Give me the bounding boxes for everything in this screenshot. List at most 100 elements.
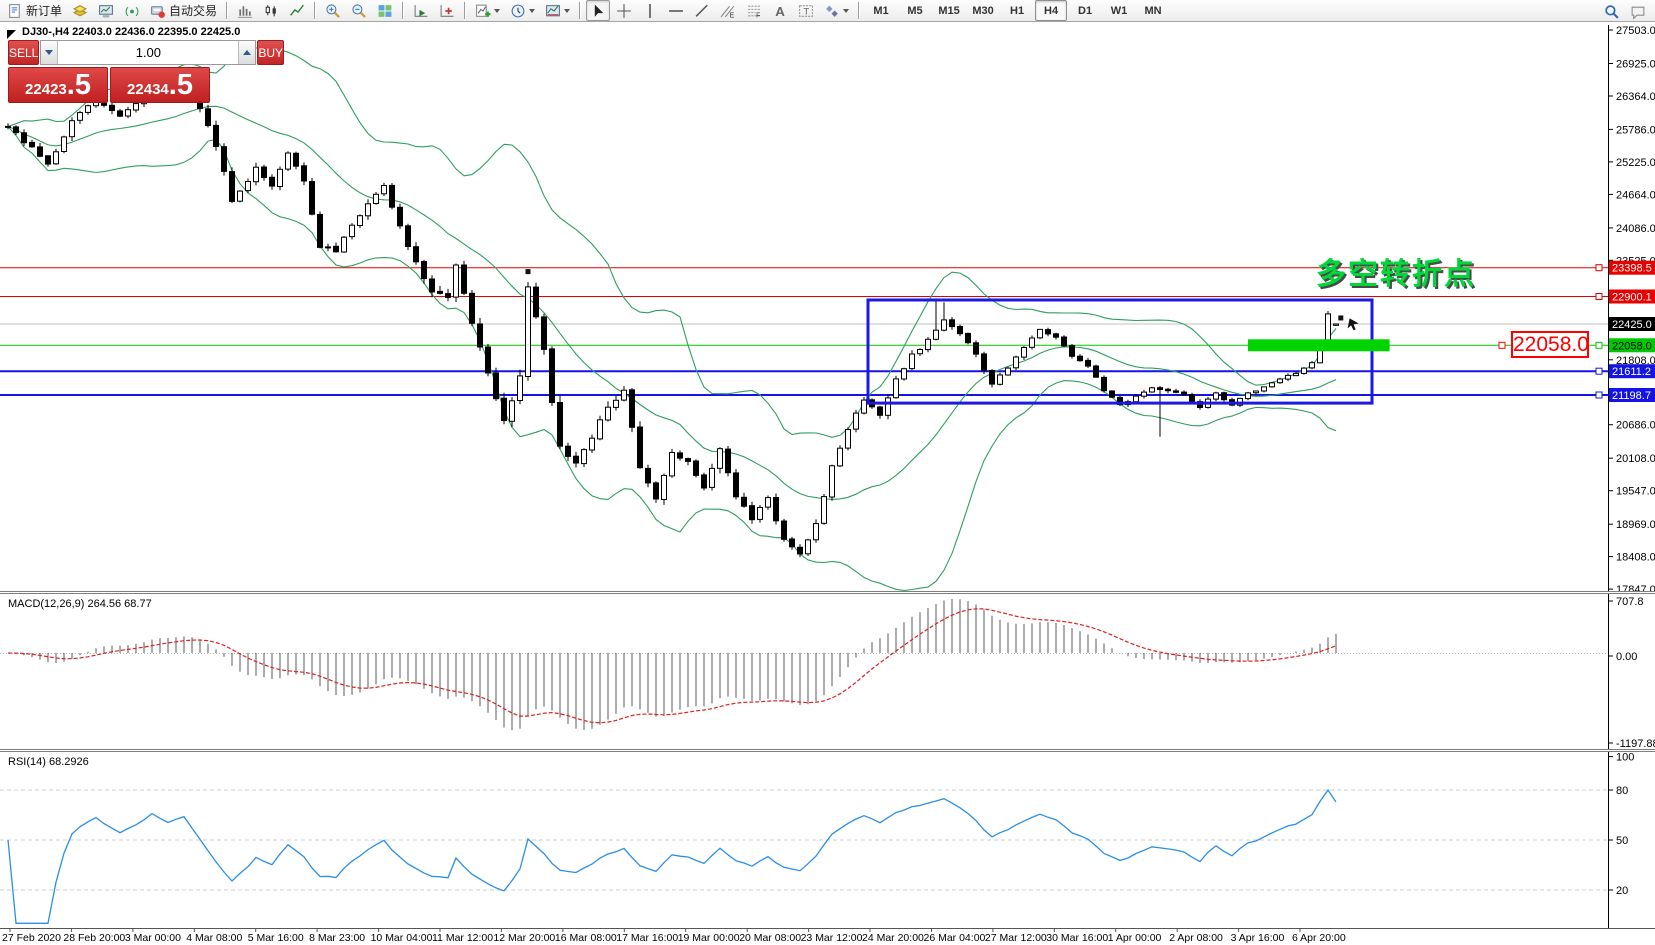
- svg-text:24086.0: 24086.0: [1616, 223, 1655, 235]
- zoom-in-button[interactable]: [321, 0, 345, 21]
- svg-text:2 Apr 08:00: 2 Apr 08:00: [1169, 932, 1223, 944]
- buy-price-main: 22434: [127, 81, 169, 98]
- new-order-button[interactable]: 新订单: [3, 0, 66, 21]
- line-chart-button[interactable]: [285, 0, 309, 21]
- chat-icon: [1631, 6, 1645, 20]
- bull-bear-turning-point-annotation[interactable]: 多空转折点: [1316, 258, 1476, 291]
- chevron-down-icon[interactable]: [494, 8, 501, 13]
- vertical-line-button[interactable]: [638, 0, 662, 21]
- svg-text:21808.0: 21808.0: [1616, 355, 1655, 367]
- trendline-icon: [695, 4, 708, 17]
- volume-increase-button[interactable]: [238, 41, 256, 64]
- autotrade-button[interactable]: 自动交易: [146, 0, 221, 21]
- timeframe-m1-button[interactable]: M1: [873, 4, 889, 17]
- timeframe-h1-button[interactable]: H1: [1010, 4, 1025, 17]
- equidistant-channel-button[interactable]: E: [716, 0, 740, 21]
- svg-text:24 Mar 20:00: 24 Mar 20:00: [862, 932, 924, 944]
- templates-button[interactable]: [541, 0, 574, 21]
- toolbar-separator: [314, 2, 317, 19]
- cursor-icon: [594, 4, 604, 17]
- auto-scroll-button[interactable]: [409, 0, 433, 21]
- chart-shift-button[interactable]: [435, 0, 459, 21]
- volume-decrease-button[interactable]: [41, 41, 59, 64]
- layers-icon: [73, 4, 87, 16]
- text-a-icon: A: [775, 3, 785, 18]
- toolbar-right-group: [1599, 1, 1651, 22]
- svg-text:27503.0: 27503.0: [1616, 25, 1655, 37]
- timeframe-m15-button[interactable]: M15: [938, 4, 960, 17]
- bar-chart-button[interactable]: [233, 0, 257, 21]
- one-click-panel-toggle-icon[interactable]: [7, 30, 16, 39]
- svg-text:4 Mar 08:00: 4 Mar 08:00: [186, 932, 242, 944]
- marker-square[interactable]: [525, 269, 531, 275]
- rsi-pane[interactable]: [0, 788, 1608, 924]
- chevron-down-icon[interactable]: [529, 8, 536, 13]
- consolidation-rectangle[interactable]: [866, 298, 1374, 405]
- tiles-icon: [378, 4, 392, 17]
- svg-text:11 Mar 12:00: 11 Mar 12:00: [432, 932, 493, 944]
- fibonacci-button[interactable]: F: [742, 0, 766, 21]
- caret-down-icon: [45, 50, 54, 55]
- horizontal-line-button[interactable]: [664, 0, 688, 21]
- cursor-button[interactable]: [586, 0, 611, 21]
- rsi-pane-splitter[interactable]: [0, 749, 1655, 752]
- macd-pane-splitter[interactable]: [0, 591, 1655, 594]
- svg-text:12 Mar 20:00: 12 Mar 20:00: [493, 932, 555, 944]
- macd-label: MACD(12,26,9) 264.56 68.77: [8, 598, 152, 610]
- timeframe-mn-button[interactable]: MN: [1144, 4, 1162, 17]
- marker-arrow[interactable]: [1347, 318, 1359, 331]
- candle-chart-button[interactable]: [259, 0, 283, 21]
- rsi-line: [7, 788, 1337, 924]
- timeframe-d1-button[interactable]: D1: [1078, 4, 1093, 17]
- volume-spinner: [40, 40, 257, 65]
- buy-button[interactable]: BUY: [257, 40, 285, 65]
- price-axis[interactable]: 27503.0 26925.0 26364.0 25786.0 25225.0 24664…: [1608, 25, 1655, 928]
- zoom-out-button[interactable]: [347, 0, 371, 21]
- svg-text:-1197.88: -1197.88: [1616, 738, 1655, 750]
- periods-button[interactable]: [506, 0, 539, 21]
- trendline-button[interactable]: [690, 0, 714, 21]
- buy-price-button[interactable]: 22434.5: [110, 67, 210, 103]
- auto-scroll-icon: [414, 4, 428, 17]
- timeframe-w1-button[interactable]: W1: [1110, 4, 1128, 17]
- svg-text:F: F: [756, 12, 760, 19]
- time-axis[interactable]: 27 Feb 2020 28 Feb 20:00 3 Mar 00:00 4 Mar …: [0, 928, 1655, 945]
- marker-square[interactable]: [1338, 315, 1344, 321]
- volume-input[interactable]: [58, 41, 239, 64]
- crosshair-button[interactable]: [612, 0, 636, 21]
- sell-price-frac: .5: [66, 69, 91, 101]
- zoom-in-icon: [326, 3, 340, 18]
- tile-windows-button[interactable]: [373, 0, 397, 21]
- thick-green-level-bar[interactable]: [1248, 339, 1390, 352]
- timeframe-m5-button[interactable]: M5: [907, 4, 923, 17]
- main-price-pane[interactable]: [0, 46, 1608, 591]
- arrows-button[interactable]: [820, 0, 853, 21]
- sell-price-button[interactable]: 22423.5: [8, 67, 108, 103]
- layers-button[interactable]: [68, 0, 92, 21]
- chevron-down-icon[interactable]: [843, 8, 850, 13]
- new-chart-button[interactable]: [471, 0, 504, 21]
- chevron-down-icon[interactable]: [564, 8, 571, 13]
- search-button[interactable]: [1600, 1, 1624, 22]
- svg-text:T: T: [803, 6, 809, 17]
- price-callout-22058[interactable]: 22058.0: [1511, 331, 1589, 358]
- text-label-button[interactable]: T: [794, 0, 818, 21]
- svg-text:21611.2: 21611.2: [1612, 366, 1651, 378]
- svg-text:18969.0: 18969.0: [1616, 519, 1655, 531]
- signal-button[interactable]: [120, 0, 144, 21]
- terminal-button[interactable]: [94, 0, 118, 21]
- toolbar-separator: [226, 2, 229, 19]
- sell-button[interactable]: SELL: [8, 40, 40, 65]
- svg-text:19 Mar 00:00: 19 Mar 00:00: [678, 932, 740, 944]
- timeframe-m30-button[interactable]: M30: [972, 4, 994, 17]
- macd-signal-line: [7, 608, 1337, 724]
- text-button[interactable]: A: [768, 0, 792, 21]
- shapes-icon: [826, 5, 838, 17]
- bollinger-band-u: [7, 46, 1337, 438]
- chat-button[interactable]: [1626, 1, 1650, 22]
- timeframe-h4-button[interactable]: H4: [1035, 0, 1068, 21]
- macd-pane[interactable]: [0, 599, 1608, 731]
- svg-text:20108.0: 20108.0: [1616, 453, 1655, 465]
